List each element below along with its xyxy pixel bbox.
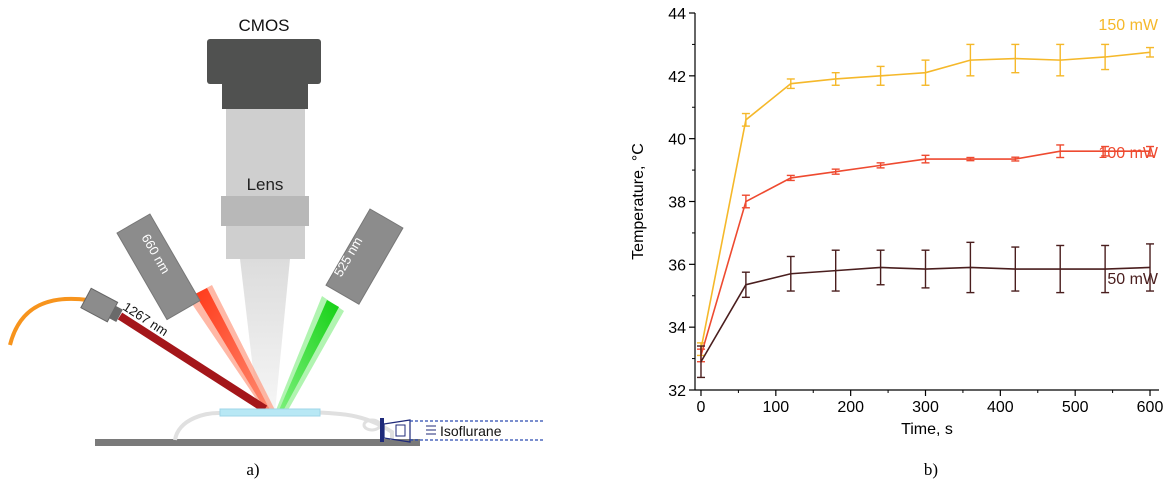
x-tick-label: 300 (912, 399, 939, 416)
green-light-core (279, 300, 339, 411)
anesthesia-label: Isoflurane (440, 423, 502, 439)
x-tick-label: 500 (1062, 399, 1089, 416)
panel-label-a: a) (246, 460, 259, 479)
red-led-source (116, 213, 201, 321)
setup-diagram: CMOS Lens 660 nm 525 nm 1267 nm Isoflura… (8, 16, 545, 479)
x-tick-label: 200 (837, 399, 864, 416)
lens-light-cone (240, 259, 290, 412)
panel-label-b: b) (924, 460, 938, 479)
table-surface (95, 439, 420, 446)
lens-barrel (226, 109, 305, 259)
y-tick-label: 38 (668, 195, 686, 212)
camera-top (207, 39, 321, 84)
series-label: 50 mW (1107, 271, 1159, 288)
laser-collimator (80, 287, 119, 323)
lens-ring (221, 196, 309, 226)
y-tick-label: 34 (668, 320, 686, 337)
lens-label: Lens (247, 175, 284, 194)
laser-fiber (117, 312, 268, 413)
y-tick-label: 42 (668, 69, 686, 86)
x-tick-label: 600 (1137, 399, 1164, 416)
anesthesia-nozzle (380, 418, 545, 443)
camera-body (222, 82, 308, 109)
cover-glass (219, 408, 321, 417)
x-tick-label: 400 (987, 399, 1014, 416)
green-led-source (325, 208, 404, 305)
series-line (700, 51, 1151, 350)
y-axis-label: Temperature, °C (630, 143, 647, 260)
red-light-core (195, 288, 270, 411)
temperature-chart: 32 34 36 38 40 42 44 0 100 200 300 400 500 600 Time, s… (630, 6, 1164, 479)
y-tick-label: 44 (668, 6, 686, 23)
x-tick-label: 0 (697, 399, 706, 416)
camera-label: CMOS (239, 16, 290, 35)
series-label: 100 mW (1098, 145, 1158, 162)
x-axis-label: Time, s (901, 421, 953, 438)
x-tick-label: 100 (762, 399, 789, 416)
y-tick-label: 40 (668, 132, 686, 149)
laser-fiber-cable (8, 296, 89, 346)
y-tick-label: 32 (668, 383, 686, 400)
laser-collimator-tip (109, 305, 123, 323)
y-tick-label: 36 (668, 257, 686, 274)
series-label: 150 mW (1098, 17, 1158, 34)
